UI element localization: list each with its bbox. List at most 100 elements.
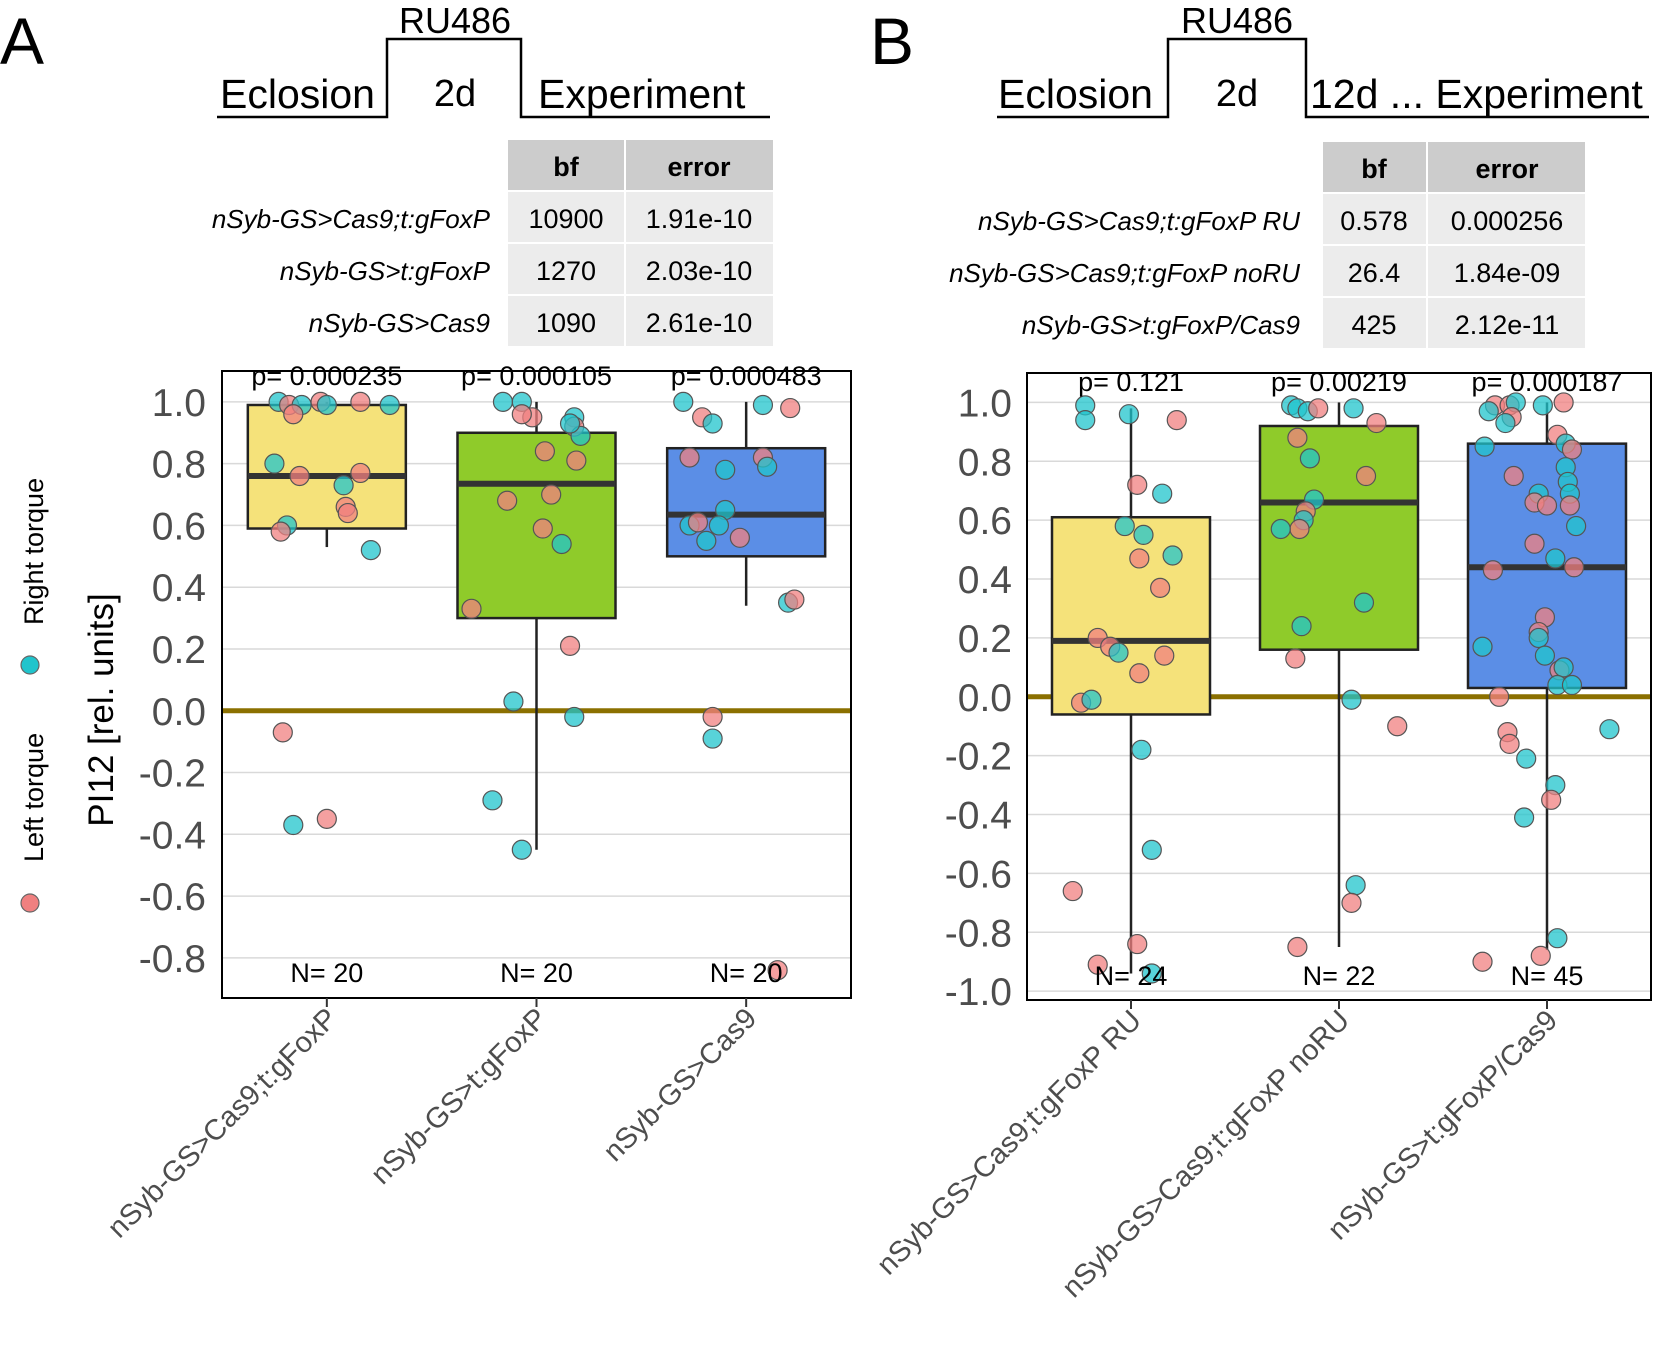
data-point [1474,436,1495,457]
data-point [1287,427,1308,448]
y-tick-label: -0.6 [139,876,206,919]
data-point [337,502,358,524]
y-tick-label: 0.4 [152,567,206,610]
table-a-row-name: nSyb-GS>t:gFoxP [280,256,491,286]
table-a-row-bf: 10900 [528,204,603,234]
data-point [1528,627,1549,649]
data-point [1482,560,1504,581]
data-point [1285,648,1306,669]
table-b-row-name: nSyb-GS>Cas9;t:gFoxP noRU [949,258,1300,288]
data-point [1541,789,1562,810]
data-point [708,515,730,536]
data-point [1503,465,1524,487]
data-point [1291,616,1312,637]
data-point [1532,395,1553,416]
data-point [702,706,723,728]
data-point [559,413,581,434]
data-point [1341,689,1362,710]
data-point [1141,839,1162,860]
box [1050,515,1212,716]
data-point [1150,577,1171,598]
table-a-row-error: 2.03e-10 [646,256,753,286]
data-point [283,814,304,836]
timeline-a-ru486: RU486 [399,0,511,41]
y-tick-label: 0.6 [152,505,206,548]
data-point [551,533,572,555]
data-point [534,441,555,462]
data-point [316,808,337,829]
data-point [1355,465,1377,487]
y-tick-label: -1.0 [945,971,1012,1014]
data-point [1108,642,1129,663]
y-tick-label: -0.2 [139,753,206,796]
n-label: N= 20 [500,958,573,988]
data-point [1478,401,1499,422]
data-point [679,447,700,468]
timeline-b-ru486: RU486 [1181,0,1293,41]
data-point [1472,636,1493,657]
p-value-label: p= 0.000187 [1472,367,1623,397]
table-a-header-bf: bf [553,152,579,182]
legend-right-torque-label: Right torque [19,478,49,625]
data-point [270,521,291,542]
data-point [1563,557,1585,578]
timeline-a-eclosion: Eclosion [220,71,375,117]
data-point [1341,892,1362,913]
data-point [1129,548,1150,569]
y-tick-label: 0.6 [958,500,1012,543]
timeline-a: Eclosion RU486 2d Experiment [217,0,770,119]
table-b-row-bf: 26.4 [1348,258,1401,288]
timeline-b-experiment: 12d ... Experiment [1310,71,1643,117]
y-tick-label: -0.6 [945,853,1012,896]
n-label: N= 20 [290,958,363,988]
panel-b: B Eclosion RU486 2d 12d ... Experiment b… [870,0,1652,1304]
data-point [1141,963,1162,984]
timeline-b-2d: 2d [1216,73,1258,115]
data-point [511,404,532,425]
data-point [1387,716,1408,737]
p-value-label: p= 0.000235 [251,361,402,391]
data-point [503,691,524,712]
table-a-row-bf: 1270 [536,256,596,286]
legend: Left torque Right torque [19,478,49,913]
data-point [1152,483,1173,504]
data-point [702,728,723,749]
timeline-b-step-line [997,37,1649,119]
data-point [702,413,723,434]
data-point [316,394,337,416]
table-b-row-bf: 425 [1351,310,1396,340]
data-point [1289,518,1310,540]
legend-left-torque-marker [20,893,40,913]
data-point [492,391,514,412]
x-category-label: nSyb-GS>t:gFoxP [365,1002,553,1190]
data-point [1534,645,1556,666]
timeline-b-eclosion: Eclosion [998,71,1153,117]
y-tick-label: -0.2 [945,736,1012,779]
data-point [1559,495,1580,516]
table-b-header-error: error [1475,154,1539,184]
y-tick-label: -0.8 [945,912,1012,955]
data-point [784,589,805,610]
timeline-b: Eclosion RU486 2d 12d ... Experiment [997,0,1649,119]
data-point [289,465,310,487]
data-point [1308,398,1329,419]
data-point [350,462,371,484]
data-point [1299,448,1320,469]
table-b-header-bf: bf [1361,154,1387,184]
data-point [461,598,482,619]
table-a-row-name: nSyb-GS>Cas9;t:gFoxP [212,204,491,234]
data-point [379,394,400,416]
y-tick-label: 0.2 [958,618,1012,661]
plot-a: 1.0 0.8 0.6 0.4 0.2 0.0 -0.2 -0.4 -0.6 -0.8 p= 0.0… [102,361,852,1244]
data-point [1166,409,1187,431]
data-point [564,706,585,728]
table-b-row-bf: 0.578 [1340,206,1408,236]
data-point [752,394,774,416]
n-label: N= 45 [1511,961,1584,991]
data-point [1062,880,1083,902]
y-tick-label: -0.4 [139,814,206,857]
data-point [497,490,518,511]
data-point [1599,719,1620,740]
p-value-label: p= 0.000105 [461,361,612,391]
data-point [1545,548,1566,569]
